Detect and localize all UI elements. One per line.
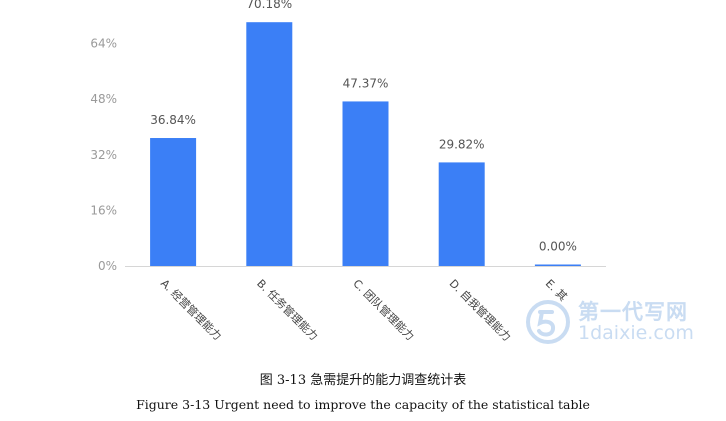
x-category-label: D. 自我管理能力 xyxy=(447,276,515,344)
bar xyxy=(342,101,389,267)
y-tick-label: 32% xyxy=(90,148,117,162)
y-tick-label: 0% xyxy=(98,259,117,273)
watermark-logo-icon xyxy=(526,300,570,344)
x-category-label: A. 经营管理能力 xyxy=(158,276,225,343)
x-axis-categories: A. 经营管理能力 B. 任务管理能力 C. 团队管理能力 D. 自我管理能力 E. 其 xyxy=(158,276,570,344)
bars xyxy=(150,22,581,267)
y-tick-label: 48% xyxy=(90,92,117,106)
bar xyxy=(150,138,197,266)
figure-caption-english: Figure 3-13 Urgent need to improve the c… xyxy=(136,397,590,412)
data-label: 70.18% xyxy=(246,0,292,11)
x-category-label: B. 任务管理能力 xyxy=(254,276,321,343)
y-tick-label: 16% xyxy=(90,203,117,217)
data-label: 47.37% xyxy=(343,76,389,90)
bar xyxy=(438,162,485,266)
watermark-name: 第一代写网 xyxy=(578,300,688,324)
figure-caption-chinese: 图 3-13 急需提升的能力调查统计表 xyxy=(259,373,467,388)
watermark-url: 1daixie.com xyxy=(578,322,694,344)
x-category-label: C. 团队管理能力 xyxy=(350,276,417,343)
data-label: 0.00% xyxy=(539,240,577,254)
data-label: 36.84% xyxy=(150,113,196,127)
data-labels: 36.84% 70.18% 47.37% 29.82% 0.00% xyxy=(150,0,577,254)
bar xyxy=(534,264,581,266)
y-tick-label: 64% xyxy=(90,37,117,51)
y-axis-ticks: 0% 16% 32% 48% 64% xyxy=(90,37,117,273)
bar xyxy=(246,22,293,267)
data-label: 29.82% xyxy=(439,137,485,151)
bar-chart: 0% 16% 32% 48% 64% 36.84% 70.18% 47.37% 29.82% 0… xyxy=(90,0,606,344)
